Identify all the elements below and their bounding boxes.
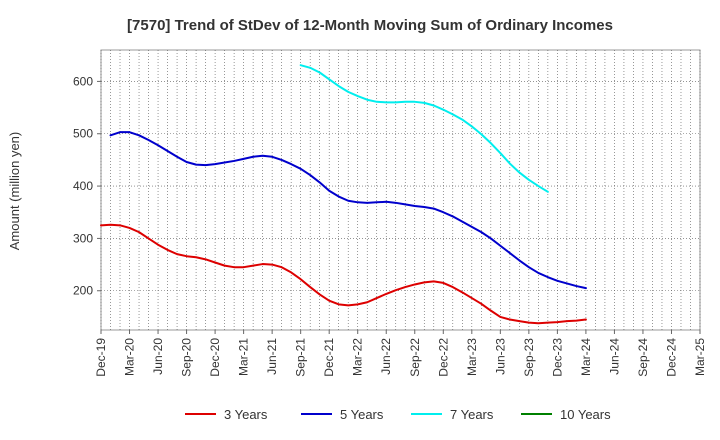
x-tick-label: Dec-24: [664, 338, 678, 377]
series-line-3-years: [100, 223, 587, 325]
series-line-5-years: [109, 131, 587, 290]
plot-area: [100, 49, 701, 331]
y-axis-label: Amount (million yen): [7, 132, 22, 251]
x-tick-label: Sep-24: [636, 338, 650, 377]
legend: 3 Years 5 Years 7 Years 10 Years: [185, 407, 611, 422]
legend-label: 3 Years: [224, 407, 268, 422]
x-tick-label: Jun-22: [379, 338, 393, 375]
x-tick-label: Jun-24: [607, 338, 621, 375]
x-tick-label: Dec-20: [208, 338, 222, 377]
x-tick-label: Mar-21: [237, 338, 251, 376]
x-axis-ticks: Dec-19 Mar-20 Jun-20 Sep-20 Dec-20 Mar-21 Jun-…: [94, 330, 707, 377]
x-tick-label: Dec-19: [94, 338, 108, 377]
x-tick-label: Dec-21: [322, 338, 336, 377]
y-tick-label: 500: [73, 127, 93, 141]
x-tick-label: Mar-25: [693, 338, 707, 376]
y-tick-label: 300: [73, 231, 93, 245]
x-tick-label: Dec-23: [550, 338, 564, 377]
x-tick-label: Mar-20: [123, 338, 137, 376]
y-tick-label: 200: [73, 284, 93, 298]
x-tick-label: Sep-23: [522, 338, 536, 377]
legend-label: 5 Years: [340, 407, 384, 422]
x-tick-label: Mar-24: [579, 338, 593, 376]
y-tick-label: 600: [73, 74, 93, 88]
x-tick-label: Dec-22: [436, 338, 450, 377]
legend-label: 7 Years: [450, 407, 494, 422]
y-tick-label: 400: [73, 179, 93, 193]
x-tick-label: Sep-22: [408, 338, 422, 377]
y-axis-ticks: 200 300 400 500 600: [73, 74, 101, 298]
chart-title: [7570] Trend of StDev of 12-Month Moving…: [127, 17, 613, 34]
x-tick-label: Sep-20: [180, 338, 194, 377]
series-line-7-years: [299, 64, 549, 193]
x-tick-label: Mar-22: [351, 338, 365, 376]
series-lines: [100, 64, 587, 325]
x-tick-label: Sep-21: [294, 338, 308, 377]
x-tick-label: Jun-20: [151, 338, 165, 375]
legend-label: 10 Years: [560, 407, 611, 422]
grid: [100, 50, 701, 330]
x-tick-label: Jun-23: [493, 338, 507, 375]
x-tick-label: Jun-21: [265, 338, 279, 375]
x-tick-label: Mar-23: [465, 338, 479, 376]
